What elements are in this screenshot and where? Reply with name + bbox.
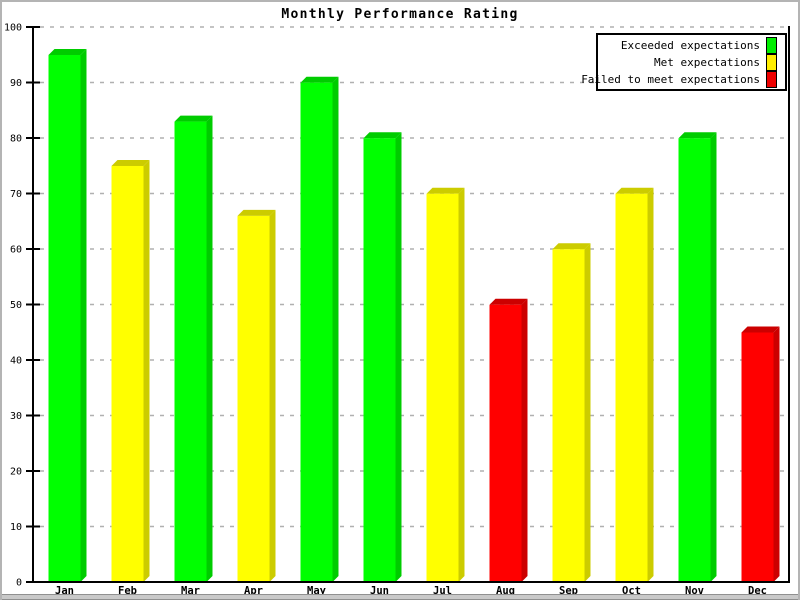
bar-jan — [48, 54, 81, 583]
bar-top-feb — [111, 159, 150, 166]
bar-oct — [615, 193, 648, 582]
bar-side-feb — [143, 159, 150, 582]
bar-dec — [741, 332, 774, 582]
legend-label-exceeded: Exceeded expectations — [620, 38, 760, 52]
chart-title: Monthly Performance Rating — [281, 7, 519, 22]
legend-swatch-yellow-icon — [766, 53, 777, 71]
legend-item-failed: Failed to meet expectations — [581, 70, 777, 88]
bar-top-dec — [741, 326, 780, 333]
legend-swatch-red-icon — [766, 70, 777, 88]
bar-side-sep — [584, 243, 591, 582]
bar-top-jan — [48, 48, 87, 55]
bar-top-apr — [237, 209, 276, 216]
bar-may — [300, 82, 333, 582]
legend-item-exceeded: Exceeded expectations — [602, 36, 777, 54]
bar-side-nov — [710, 132, 717, 582]
bar-top-jun — [363, 132, 402, 139]
bar-jun — [363, 138, 396, 582]
legend-label-failed: Failed to meet expectations — [581, 72, 760, 86]
bar-top-nov — [678, 132, 717, 139]
bar-side-jul — [458, 187, 465, 582]
bar-nov — [678, 138, 711, 582]
y-tick-label-80: 80 — [10, 134, 22, 145]
bar-side-aug — [521, 298, 528, 582]
y-tick-label-50: 50 — [10, 300, 22, 311]
y-tick-label-60: 60 — [10, 245, 22, 256]
bar-top-oct — [615, 187, 654, 194]
bar-side-oct — [647, 187, 654, 582]
bar-top-may — [300, 76, 339, 83]
y-tick-label-30: 30 — [10, 411, 22, 422]
bar-side-jan — [80, 48, 87, 583]
bar-top-jul — [426, 187, 465, 194]
bar-mar — [174, 121, 207, 582]
bar-sep — [552, 249, 585, 582]
bar-side-jun — [395, 132, 402, 582]
legend-label-met: Met expectations — [654, 55, 760, 69]
y-tick-label-90: 90 — [10, 78, 22, 89]
bar-side-dec — [773, 326, 780, 582]
bar-feb — [111, 165, 144, 582]
bar-side-apr — [269, 209, 276, 583]
window-bottom-edge — [2, 594, 798, 600]
bar-top-mar — [174, 115, 213, 122]
bar-jul — [426, 193, 459, 582]
bar-top-aug — [489, 298, 528, 305]
bar-top-sep — [552, 243, 591, 250]
legend-item-met: Met expectations — [602, 53, 777, 71]
bar-side-may — [332, 76, 339, 582]
bar-side-mar — [206, 115, 213, 582]
y-tick-label-100: 100 — [4, 23, 22, 34]
bar-aug — [489, 304, 522, 582]
y-tick-label-40: 40 — [10, 356, 22, 367]
bar-apr — [237, 215, 270, 583]
y-tick-label-20: 20 — [10, 467, 22, 478]
legend-swatch-green-icon — [766, 36, 777, 54]
y-tick-label-70: 70 — [10, 189, 22, 200]
y-tick-label-10: 10 — [10, 522, 22, 533]
y-tick-label-0: 0 — [16, 578, 22, 589]
legend: Exceeded expectations Met expectations F… — [581, 33, 787, 91]
